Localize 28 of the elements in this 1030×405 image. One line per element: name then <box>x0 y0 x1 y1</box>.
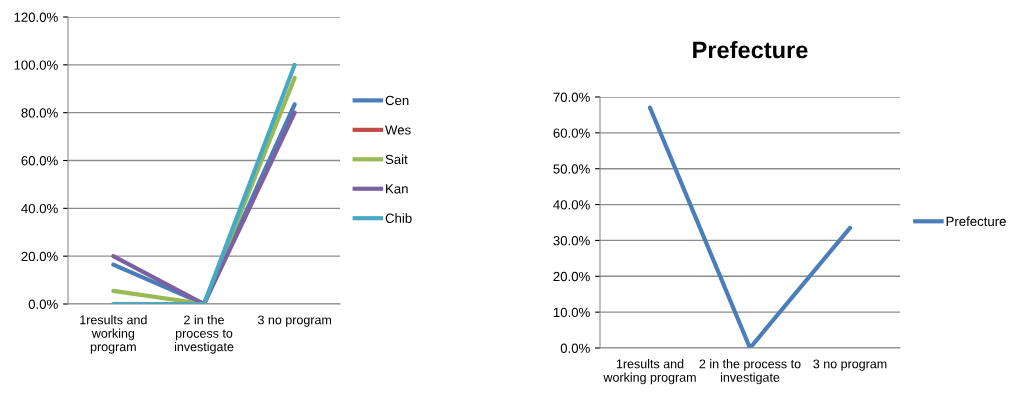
x-tick-label: 1results and working program <box>80 315 147 354</box>
y-tick-label: 50.0% <box>553 164 590 174</box>
legend-label: Sait <box>385 154 408 165</box>
y-tick-label: 40.0% <box>553 200 590 210</box>
y-tick-label: 10.0% <box>553 307 590 318</box>
y-tick-label: 80.0% <box>21 108 58 118</box>
x-tick-label: 3 no program <box>813 359 887 371</box>
y-tick-label: 0.0% <box>560 343 590 353</box>
y-tick-label: 40.0% <box>21 203 58 214</box>
legend-label: Kan <box>386 184 408 194</box>
y-tick-label: 30.0% <box>553 236 590 246</box>
legend-label: Cen <box>385 95 409 106</box>
y-tick-label: 20.0% <box>553 271 590 282</box>
y-tick-label: 20.0% <box>21 251 58 262</box>
x-tick-label: 2 in the process to investigate <box>174 315 234 354</box>
y-tick-label: 60.0% <box>21 156 58 166</box>
legend-label: Wes <box>385 125 411 135</box>
y-tick-label: 0.0% <box>28 299 58 309</box>
x-tick-label: 3 no program <box>257 315 332 327</box>
y-tick-label: 100.0% <box>14 60 58 70</box>
y-tick-label: 60.0% <box>553 128 590 138</box>
chart-title: Prefecture <box>693 41 808 59</box>
y-tick-label: 120.0% <box>14 12 58 22</box>
legend-label: Prefecture <box>946 216 1006 227</box>
legend-label: Chib <box>385 213 412 223</box>
x-tick-label: 2 in the process to investigate <box>699 359 801 385</box>
y-tick-label: 70.0% <box>553 92 590 102</box>
x-tick-label: 1results and working program <box>603 359 696 385</box>
